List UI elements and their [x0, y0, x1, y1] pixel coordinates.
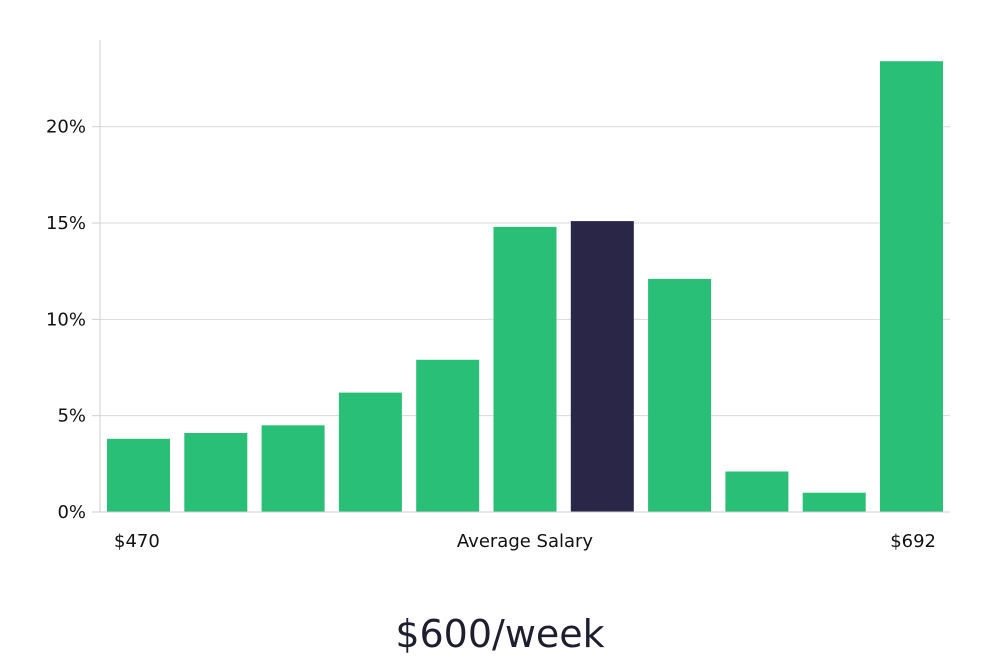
- y-tick-label: 0%: [57, 502, 86, 523]
- bar: [880, 61, 943, 512]
- y-tick-label: 5%: [57, 406, 86, 427]
- bar: [261, 425, 325, 512]
- bar: [725, 471, 789, 512]
- bar: [107, 438, 170, 512]
- y-tick-label: 15%: [46, 213, 86, 234]
- bar: [184, 433, 248, 512]
- bar: [338, 392, 402, 512]
- bar: [493, 226, 557, 512]
- x-label-center: Average Salary: [457, 531, 594, 552]
- bar-average-highlight: [570, 221, 634, 512]
- bar: [416, 359, 480, 512]
- bar: [802, 492, 866, 512]
- bar: [648, 278, 712, 512]
- y-tick-label: 10%: [46, 309, 86, 330]
- y-tick-label: 20%: [46, 117, 86, 138]
- x-label-max: $692: [890, 531, 936, 552]
- x-label-min: $470: [114, 531, 160, 552]
- bars: [107, 61, 943, 512]
- y-axis-ticks: 0% 5% 10% 15% 20%: [46, 117, 100, 523]
- average-salary-value: $600/week: [395, 612, 604, 656]
